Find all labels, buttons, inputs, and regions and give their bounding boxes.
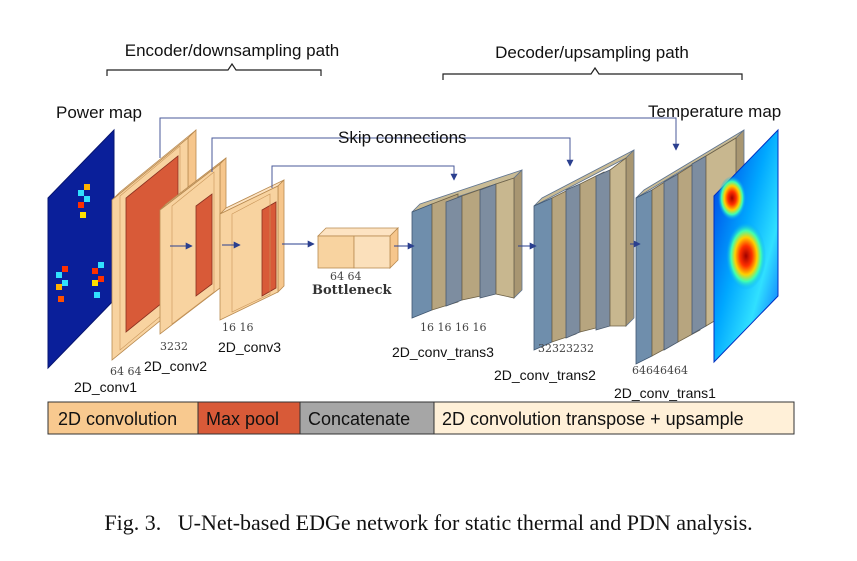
decoder-path-label: Decoder/upsampling path (495, 43, 689, 62)
temperature-hotspot (726, 222, 766, 290)
power-map-label: Power map (56, 103, 142, 122)
temperature-hotspot (718, 176, 746, 220)
legend-box-pool (197, 401, 301, 435)
trans2-dims: 32323232 (538, 342, 594, 355)
legend-label: Max pool (206, 409, 279, 429)
trans2-block (533, 149, 635, 351)
conv1-name: 2D_conv1 (74, 379, 137, 395)
power-map-image (47, 128, 115, 370)
conv3-dims: 16 16 (222, 321, 254, 334)
legend-label: 2D convolution (58, 409, 177, 429)
legend-label: 2D convolution transpose + upsample (442, 409, 744, 429)
power-hotspot (92, 262, 104, 298)
skip-conv1-trans1 (159, 117, 680, 158)
trans3-name: 2D_conv_trans3 (392, 344, 494, 360)
unet-diagram: Encoder/downsampling path Decoder/upsamp… (47, 41, 795, 435)
caption-text: U-Net-based EDGe network for static ther… (177, 510, 753, 535)
conv1-dims: 64 64 (110, 365, 142, 378)
power-hotspot (78, 184, 90, 218)
legend-box-transpose (433, 401, 795, 435)
conv2-name: 2D_conv2 (144, 358, 207, 374)
skip-conv3-trans3 (271, 165, 458, 188)
skip-connections (159, 117, 680, 188)
trans3-dims: 16 16 16 16 (420, 321, 486, 334)
power-hotspot (56, 266, 68, 302)
encoder-path-label: Encoder/downsampling path (125, 41, 340, 60)
encoder-brace (106, 62, 322, 76)
skip-connections-label: Skip connections (338, 128, 467, 147)
temperature-map-image (713, 128, 779, 364)
bottleneck-block (317, 227, 399, 269)
bottleneck-label: Bottleneck (312, 283, 393, 298)
forward-arrows (170, 240, 641, 250)
conv2-dims: 3232 (160, 340, 188, 353)
bottleneck-dims: 64 64 (330, 270, 362, 283)
legend-label: Concatenate (308, 409, 410, 429)
trans3-block (411, 169, 523, 319)
trans1-dims: 64646464 (632, 364, 688, 377)
caption-prefix: Fig. 3. (104, 510, 162, 535)
conv3-block (219, 179, 285, 321)
figure-caption: Fig. 3. U-Net-based EDGe network for sta… (0, 510, 857, 536)
trans2-name: 2D_conv_trans2 (494, 367, 596, 383)
conv3-name: 2D_conv3 (218, 339, 281, 355)
trans1-name: 2D_conv_trans1 (614, 385, 716, 401)
temperature-map-label: Temperature map (648, 102, 781, 121)
legend: 2D convolution Max pool Concatenate 2D c… (47, 401, 795, 435)
skip-conv2-trans2 (211, 137, 574, 172)
decoder-brace (442, 66, 743, 80)
